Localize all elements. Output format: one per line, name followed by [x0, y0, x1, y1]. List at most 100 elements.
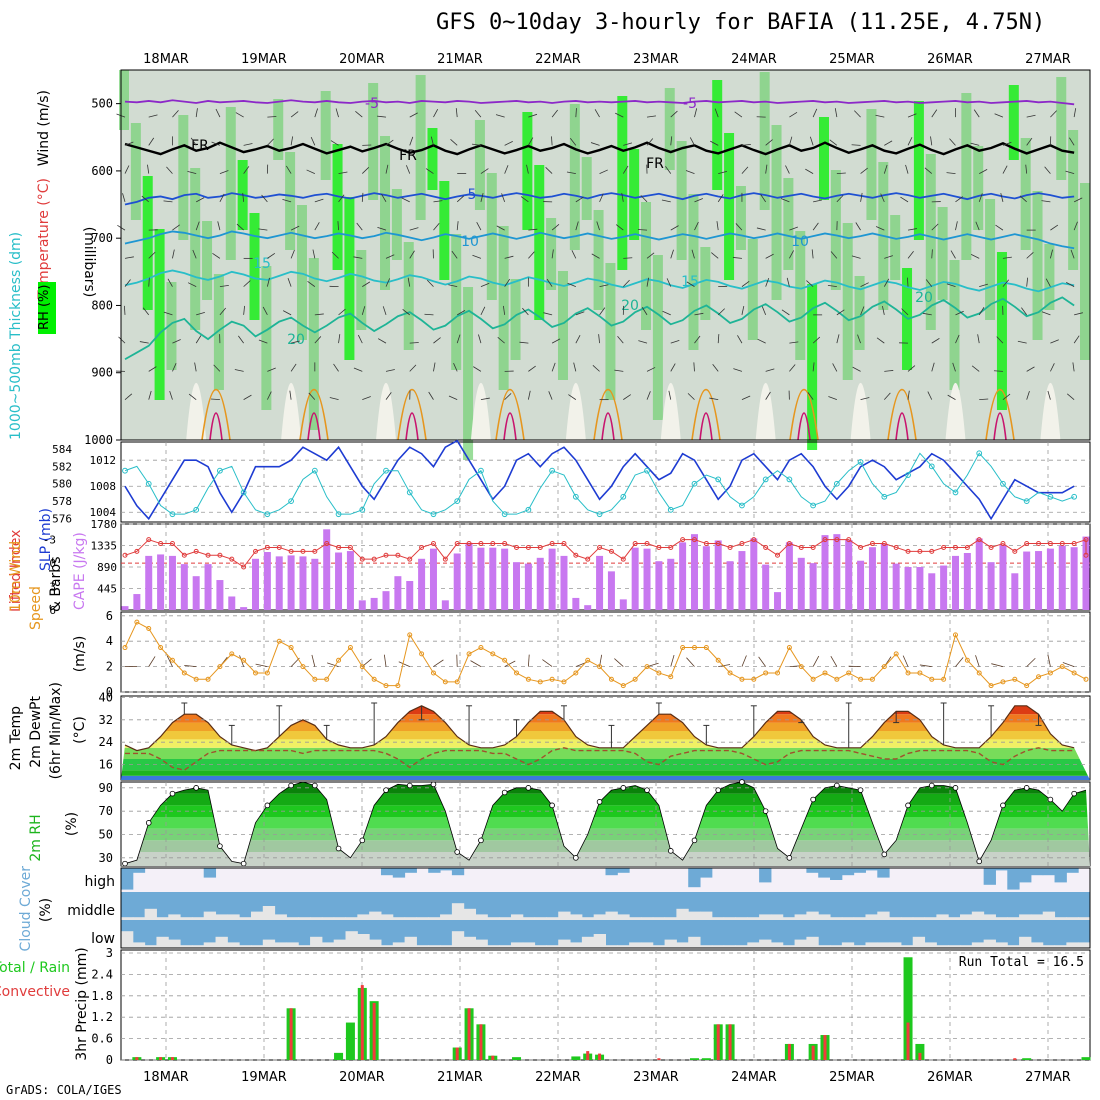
surface-wind-barb	[670, 654, 675, 667]
temp-band	[121, 759, 1090, 771]
cloud-bar-middle	[759, 914, 772, 920]
cape-bar	[180, 564, 188, 610]
pressure-axis-label: (millibars)	[81, 227, 97, 298]
cloud-bar-high	[121, 868, 134, 890]
wind-barb	[977, 334, 980, 344]
wind-barb	[614, 369, 624, 372]
wind-barb	[907, 365, 916, 372]
contour-label: 5	[468, 187, 477, 203]
wind-barb	[1074, 312, 1083, 316]
thickness-marker	[217, 467, 223, 474]
wind-barb	[670, 225, 679, 231]
cape-bar	[358, 600, 366, 610]
thickness-marker	[169, 511, 176, 518]
li-tick-label: 3	[49, 581, 56, 594]
lifted-index-marker	[976, 537, 982, 543]
wind-barb	[979, 283, 988, 288]
cloud-bar-low	[440, 945, 453, 948]
cloud-bar-high	[806, 868, 819, 873]
wind-speed-marker	[964, 657, 970, 663]
rh-marker	[312, 782, 318, 789]
cape-bar	[679, 542, 687, 610]
cloud-bar-high	[428, 868, 441, 873]
dewpt-label: 2m DewPt	[28, 696, 44, 768]
lifted-index-marker	[1083, 552, 1089, 558]
rh-plume	[344, 197, 355, 360]
cloud-bar-low	[936, 945, 949, 948]
cape-bar	[785, 542, 793, 610]
wind-speed-marker	[573, 670, 579, 676]
wind-barb	[880, 193, 885, 203]
wind-barb	[955, 310, 964, 316]
thickness-marker	[810, 502, 817, 509]
cloud-bar-low	[877, 942, 890, 948]
cloud-bar-low	[180, 945, 193, 948]
rh-series	[124, 781, 1087, 865]
precip-convective-bar	[1013, 1058, 1017, 1060]
wind-barb	[163, 200, 173, 203]
wind-barb	[433, 362, 436, 372]
rh-plume	[807, 284, 818, 450]
wind-barb	[381, 193, 387, 203]
wind-barb	[907, 390, 910, 400]
cloud-bar-low	[487, 945, 500, 948]
cape-bar	[833, 534, 841, 610]
rh-plume	[830, 170, 841, 290]
cape-bar	[963, 552, 971, 610]
wind-barb	[931, 249, 933, 259]
cloud-bar-middle	[841, 917, 855, 920]
cloud-bar-low	[688, 936, 701, 948]
thickness-series	[124, 452, 1075, 515]
precip-convective-bar	[728, 1024, 732, 1060]
precip-tick-label: 0	[106, 1053, 113, 1067]
cloud-bar-low	[971, 942, 985, 948]
cloud-bar-low	[570, 942, 583, 948]
thickness-marker	[264, 511, 271, 518]
wind-barb	[1073, 221, 1078, 231]
wind-speed-marker	[1000, 679, 1006, 685]
precip-convective-bar	[135, 1057, 139, 1060]
rh-plume	[190, 168, 201, 330]
cape-bar	[429, 548, 437, 610]
wind-barb	[377, 226, 387, 231]
rh-marker	[145, 820, 152, 826]
wind-speed-marker	[336, 657, 342, 663]
lifted-index-marker	[858, 544, 864, 550]
cape-bar	[714, 540, 722, 610]
cloud-bar-middle	[652, 917, 666, 920]
rh-plume	[451, 234, 462, 370]
wind-barb	[430, 136, 434, 146]
thickness-marker	[478, 467, 484, 474]
rh-marker	[217, 843, 223, 849]
wind-barb	[433, 222, 440, 231]
wind-barb	[124, 279, 131, 287]
rh-plume	[368, 83, 379, 200]
thickness-marker	[786, 476, 793, 483]
lifted-index-marker	[632, 541, 638, 547]
thickness-marker	[976, 450, 983, 457]
wind-barb	[266, 277, 270, 287]
lifted-index-marker	[656, 544, 662, 550]
wind-speed-marker	[514, 670, 520, 676]
wind-barb	[142, 307, 150, 316]
temp-tick-label: 16	[99, 758, 113, 772]
wind-barb	[543, 312, 553, 316]
wind-barb	[258, 228, 268, 231]
precip-convective-bar	[823, 1035, 827, 1060]
cloud-bar-high	[605, 868, 618, 876]
cloud-bar-middle	[380, 914, 394, 920]
wind-speed-marker	[1036, 674, 1042, 680]
wind-barb	[166, 166, 173, 174]
contour-label: -5	[683, 96, 697, 112]
cloud-bar-middle	[1054, 917, 1067, 920]
wind-barb	[907, 137, 913, 146]
wind-barb	[1050, 249, 1053, 259]
cloud-bar-middle	[262, 906, 276, 920]
cape-bar	[524, 563, 532, 610]
cloud-bar-low	[215, 936, 228, 948]
wind-barb	[852, 366, 861, 372]
wind-barb	[761, 306, 767, 316]
wind-speed-marker	[691, 645, 697, 651]
wind-barb	[148, 251, 156, 259]
wind-barb	[575, 221, 579, 231]
